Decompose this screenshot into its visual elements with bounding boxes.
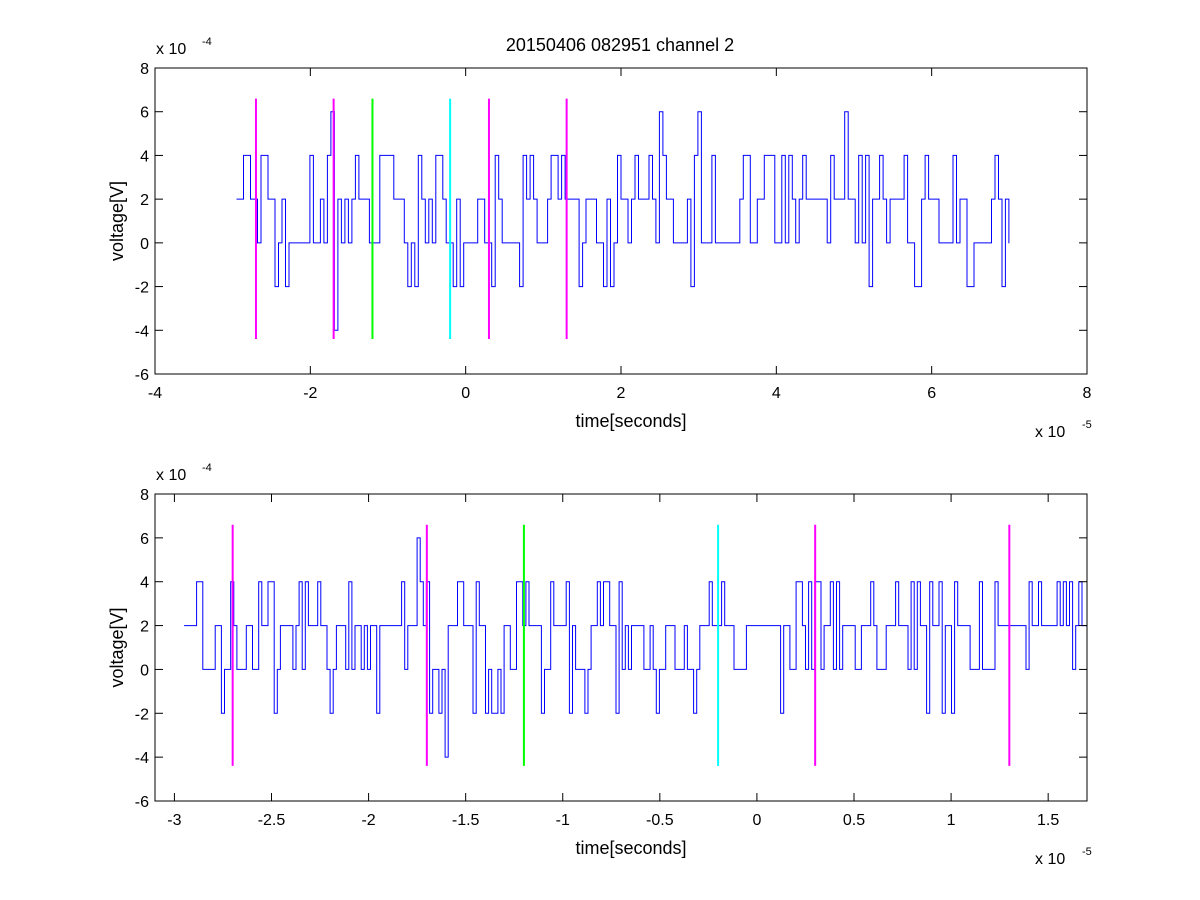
y-tick-label: -6 [135, 794, 149, 811]
y-tick-label: 0 [140, 236, 149, 253]
x-tick-label: -4 [148, 385, 162, 402]
axes-frame [154, 67, 1088, 375]
y-tick-label: 0 [140, 662, 149, 679]
x-tick-label: 0 [461, 385, 470, 402]
signal-trace [184, 537, 1088, 758]
y-tick-label: -4 [135, 323, 149, 340]
y-tick-label: -2 [135, 280, 149, 297]
x-tick-label: 1.5 [1037, 812, 1059, 829]
y-tick-label: 4 [140, 148, 149, 165]
y-tick-label: 2 [140, 619, 149, 636]
x-tick-label: -3 [167, 812, 181, 829]
x-tick-label: -0.5 [646, 812, 674, 829]
x-exponent-label: x 10 [1035, 424, 1065, 441]
x-tick-label: 2 [617, 385, 626, 402]
x-tick-label: 0.5 [843, 812, 865, 829]
x-tick-label: 6 [927, 385, 936, 402]
y-tick-label: -6 [135, 367, 149, 384]
figure-title: 20150406 082951 channel 2 [506, 35, 734, 55]
y-tick-label: 6 [140, 531, 149, 548]
y-exponent-label: x 10 [156, 467, 186, 484]
y-exponent-superscript: -4 [202, 36, 212, 48]
x-exponent-superscript: -5 [1082, 846, 1092, 858]
x-exponent-label: x 10 [1035, 851, 1065, 868]
y-tick-label: 8 [140, 61, 149, 78]
x-axis-label: time[seconds] [575, 838, 686, 858]
signal-trace [236, 111, 1010, 331]
y-tick-label: 2 [140, 192, 149, 209]
x-tick-label: -2 [361, 812, 375, 829]
y-exponent-superscript: -4 [202, 462, 212, 474]
x-axis-label: time[seconds] [575, 411, 686, 431]
x-tick-label: 8 [1083, 385, 1092, 402]
x-tick-label: 1 [947, 812, 956, 829]
x-tick-label: 0 [752, 812, 761, 829]
x-tick-label: 4 [772, 385, 781, 402]
y-tick-label: 4 [140, 575, 149, 592]
x-tick-label: -1 [556, 812, 570, 829]
y-axis-label: voltage[V] [107, 607, 127, 687]
axes-frame [154, 493, 1088, 802]
bottom-plot: -3 -2.5 -2 -1.5 -1 -0.5 0 0.5 1 1.5 -6 -4 -2 0 2 4 6 8 tim… [107, 462, 1092, 868]
y-tick-label: -2 [135, 706, 149, 723]
x-tick-label: -2.5 [258, 812, 286, 829]
y-tick-label: 8 [140, 487, 149, 504]
y-axis-label: voltage[V] [107, 181, 127, 261]
x-exponent-superscript: -5 [1082, 419, 1092, 431]
y-tick-label: 6 [140, 105, 149, 122]
y-tick-label: -4 [135, 750, 149, 767]
x-tick-label: -2 [303, 385, 317, 402]
x-tick-label: -1.5 [452, 812, 480, 829]
y-exponent-label: x 10 [156, 41, 186, 58]
top-plot: -4 -2 0 2 4 6 8-6-4-202468time[seconds]voltage… [107, 36, 1092, 441]
